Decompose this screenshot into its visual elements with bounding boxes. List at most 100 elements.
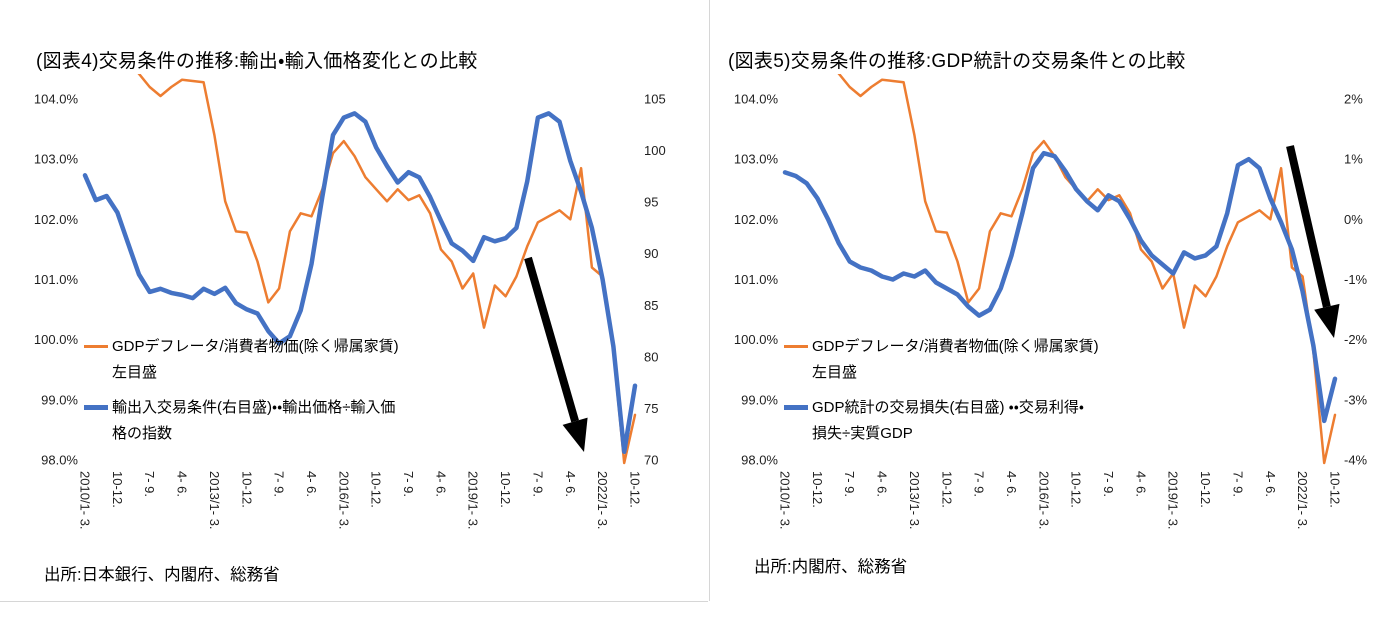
left-axis-tick-label: 98.0% <box>41 453 78 468</box>
left-axis-tick-label: 103.0% <box>734 152 779 167</box>
legend-swatch-blue-line <box>84 405 108 410</box>
x-axis-tick-label: 4- 6. <box>175 471 190 497</box>
terms-of-trade-vs-gdp-stats-chart: 98.0% 99.0% 100.0% 101.0% 102.0% 103.0% 104.0%… <box>734 74 1368 530</box>
left-axis-tick-label: 100.0% <box>34 332 79 347</box>
x-axis-tick-label: 2016/1- 3. <box>336 471 351 530</box>
series-line-blue <box>782 150 1338 424</box>
x-axis-tick-label: 7- 9. <box>272 471 287 497</box>
right-axis-tick-label: 95 <box>644 195 658 210</box>
trend-arrow-shaft <box>524 256 579 423</box>
figure-4-panel: (図表4)交易条件の推移:輸出・輸入価格変化との比較 98.0% 99.0% 100… <box>34 51 666 584</box>
x-axis-tick-label: 4- 6. <box>1263 471 1278 497</box>
legend-label-line: GDPデフレータ/消費者物価(除く帰属家賃) <box>112 338 399 355</box>
right-axis-tick-label: 1% <box>1344 152 1363 167</box>
source-note: 出所:日本銀行、内閣府、総務省 <box>44 566 280 584</box>
right-axis-tick-label: -3% <box>1344 392 1368 407</box>
x-axis-tick-label: 4- 6. <box>1004 471 1019 497</box>
left-axis-tick-label: 101.0% <box>734 272 779 287</box>
right-axis-tick-label: 80 <box>644 349 658 364</box>
right-axis-tick-label: 100 <box>644 143 666 158</box>
legend-swatch-orange-line <box>784 345 808 348</box>
x-axis-tick-label: 7- 9. <box>972 471 987 497</box>
terms-of-trade-vs-prices-chart: 98.0% 99.0% 100.0% 101.0% 102.0% 103.0% 104.0%… <box>34 74 666 530</box>
legend-item-trading-loss: GDP統計の交易損失(右目盛) ・・交易利得・ 損失÷実質GDP <box>784 395 1099 447</box>
x-axis-tick-label: 10-12. <box>810 471 825 508</box>
panel-divider-horizontal <box>0 601 708 602</box>
legend-label-line: 左目盛 <box>112 364 158 381</box>
right-axis-tick-label: -2% <box>1344 332 1368 347</box>
trend-arrow-shaft <box>1286 145 1331 308</box>
x-axis-tick-label: 10-12. <box>239 471 254 508</box>
x-axis-tick-label: 4- 6. <box>304 471 319 497</box>
left-axis-tick-label: 99.0% <box>41 392 78 407</box>
x-axis-tick-label: 10-12. <box>110 471 125 508</box>
x-axis-tick-label: 2016/1- 3. <box>1036 471 1051 530</box>
x-axis-tick-label: 7- 9. <box>401 471 416 497</box>
trend-arrow-head <box>562 417 588 452</box>
right-axis-tick-label: 105 <box>644 92 666 107</box>
left-axis-tick-label: 99.0% <box>741 392 778 407</box>
x-axis-tick-label: 10-12. <box>1069 471 1084 508</box>
right-axis-tick-label: -4% <box>1344 453 1368 468</box>
x-axis-tick-label: 10-12. <box>1328 471 1343 508</box>
right-axis-tick-label: 70 <box>644 453 658 468</box>
x-axis-tick-label: 2022/1- 3. <box>1295 471 1310 530</box>
legend-swatch-blue-line <box>784 405 808 410</box>
left-axis-tick-label: 102.0% <box>734 212 779 227</box>
left-axis-tick-label: 100.0% <box>734 332 779 347</box>
x-axis-tick-label: 7- 9. <box>530 471 545 497</box>
left-axis-tick-label: 102.0% <box>34 212 79 227</box>
x-axis-tick-label: 10-12. <box>369 471 384 508</box>
left-axis-tick-label: 104.0% <box>34 92 79 107</box>
x-axis-tick-label: 7- 9. <box>1101 471 1116 497</box>
legend-label-line: 損失÷実質GDP <box>812 425 913 442</box>
x-axis-tick-label: 2013/1- 3. <box>907 471 922 530</box>
x-axis-tick-label: 10-12. <box>628 471 643 508</box>
chart-legend: GDPデフレータ/消費者物価(除く帰属家賃) 左目盛 GDP統計の交易損失(右目… <box>784 334 1099 456</box>
panel-divider-vertical <box>709 0 710 601</box>
right-axis-tick-label: 0% <box>1344 212 1363 227</box>
x-axis-tick-label: 4- 6. <box>1133 471 1148 497</box>
left-axis-tick-label: 101.0% <box>34 272 79 287</box>
left-axis-tick-label: 98.0% <box>741 453 778 468</box>
series-line-blue <box>82 111 638 454</box>
x-axis-tick-label: 4- 6. <box>433 471 448 497</box>
right-axis-tick-label: 75 <box>644 401 658 416</box>
x-axis-tick-label: 4- 6. <box>563 471 578 497</box>
legend-item-gdp-deflator: GDPデフレータ/消費者物価(除く帰属家賃) 左目盛 <box>784 334 1099 386</box>
x-axis-tick-label: 10-12. <box>939 471 954 508</box>
x-axis-tick-label: 10-12. <box>1198 471 1213 508</box>
chart-legend: GDPデフレータ/消費者物価(除く帰属家賃) 左目盛 輸出入交易条件(右目盛)・… <box>84 334 399 456</box>
legend-item-gdp-deflator: GDPデフレータ/消費者物価(除く帰属家賃) 左目盛 <box>84 334 399 386</box>
legend-label-line: GDPデフレータ/消費者物価(除く帰属家賃) <box>812 338 1099 355</box>
right-axis-tick-label: 90 <box>644 246 658 261</box>
x-axis-tick-label: 10-12. <box>498 471 513 508</box>
trend-arrow-head <box>1314 303 1340 338</box>
legend-label-line: 輸出入交易条件(右目盛)・・輸出価格÷輸入価 <box>112 399 396 416</box>
legend-label-line: 格の指数 <box>112 425 173 442</box>
x-axis-tick-label: 2010/1- 3. <box>78 471 93 530</box>
series-line-orange <box>137 74 637 465</box>
legend-swatch-orange-line <box>84 345 108 348</box>
chart-title-figure-4: (図表4)交易条件の推移:輸出・輸入価格変化との比較 <box>36 51 478 72</box>
source-note: 出所:内閣府、総務省 <box>754 558 908 576</box>
legend-label-line: 左目盛 <box>812 364 858 381</box>
x-axis-tick-label: 7- 9. <box>1230 471 1245 497</box>
x-axis-tick-label: 2019/1- 3. <box>466 471 481 530</box>
right-axis-tick-label: 2% <box>1344 92 1363 107</box>
figure-5-panel: (図表5)交易条件の推移:GDP統計の交易条件との比較 98.0% 99.0% 10… <box>700 0 1392 637</box>
x-axis-tick-label: 2022/1- 3. <box>595 471 610 530</box>
legend-label-line: GDP統計の交易損失(右目盛) ・・交易利得・ <box>812 399 1084 416</box>
x-axis-tick-label: 2019/1- 3. <box>1166 471 1181 530</box>
legend-item-terms-of-trade: 輸出入交易条件(右目盛)・・輸出価格÷輸入価 格の指数 <box>84 395 399 447</box>
right-axis-tick-label: 85 <box>644 298 658 313</box>
x-axis-tick-label: 7- 9. <box>842 471 857 497</box>
x-axis-tick-label: 4- 6. <box>875 471 890 497</box>
x-axis-tick-label: 7- 9. <box>142 471 157 497</box>
left-axis-tick-label: 104.0% <box>734 92 779 107</box>
chart-title-figure-5: (図表5)交易条件の推移:GDP統計の交易条件との比較 <box>728 51 1186 72</box>
right-axis-tick-label: -1% <box>1344 272 1368 287</box>
x-axis-tick-label: 2010/1- 3. <box>778 471 793 530</box>
x-axis-tick-label: 2013/1- 3. <box>207 471 222 530</box>
left-axis-tick-label: 103.0% <box>34 152 79 167</box>
